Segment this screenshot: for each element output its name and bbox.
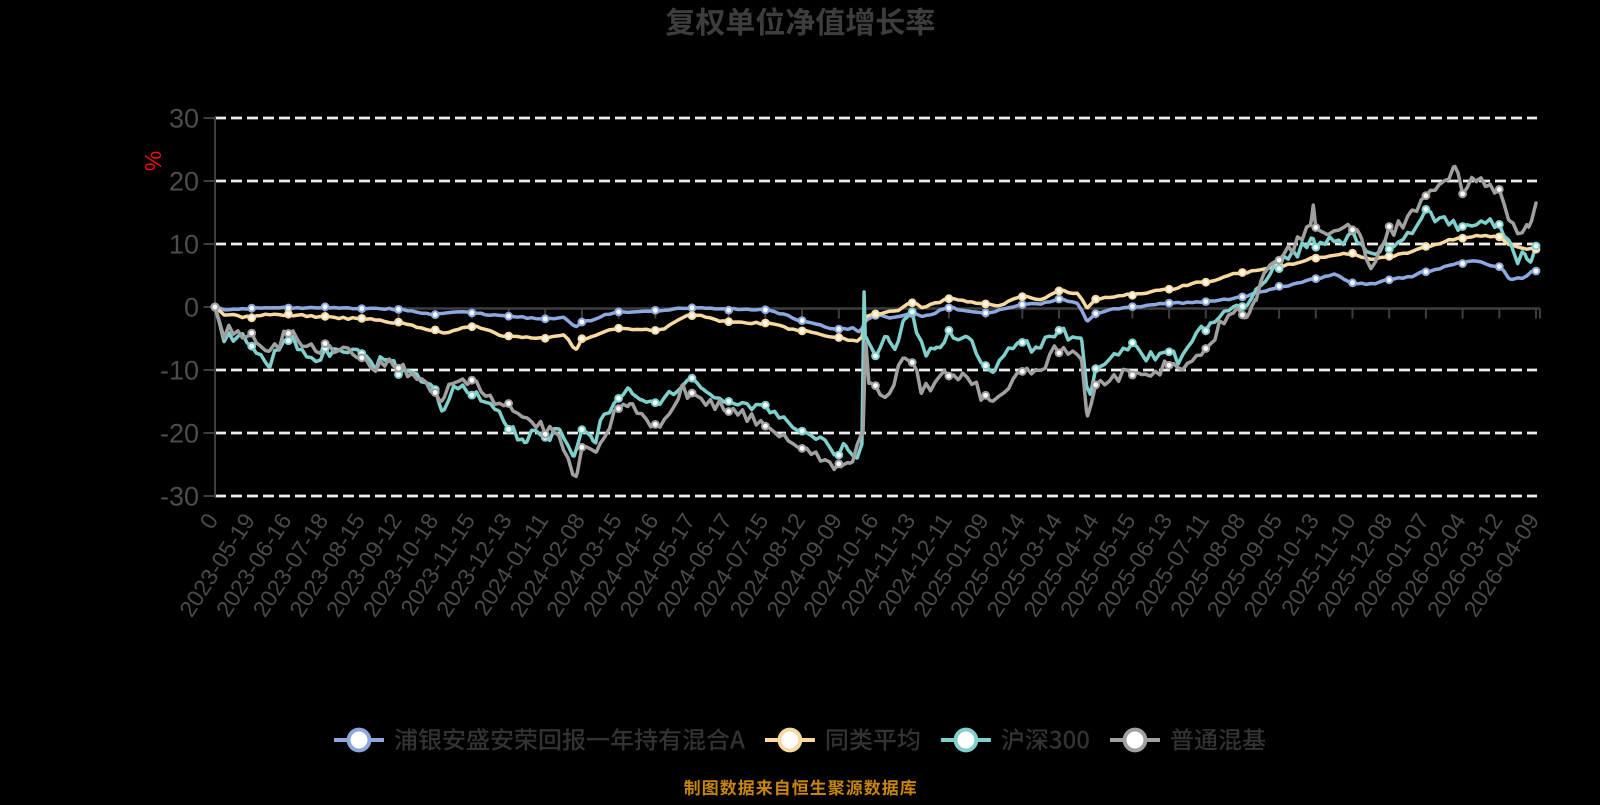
svg-text:-10: -10 bbox=[160, 356, 199, 386]
svg-text:20: 20 bbox=[169, 167, 199, 197]
svg-text:-20: -20 bbox=[160, 419, 199, 449]
svg-text:-30: -30 bbox=[160, 482, 199, 512]
svg-text:10: 10 bbox=[169, 230, 199, 260]
svg-text:0: 0 bbox=[184, 293, 199, 323]
svg-text:30: 30 bbox=[169, 104, 199, 134]
svg-text:%: % bbox=[140, 151, 166, 171]
